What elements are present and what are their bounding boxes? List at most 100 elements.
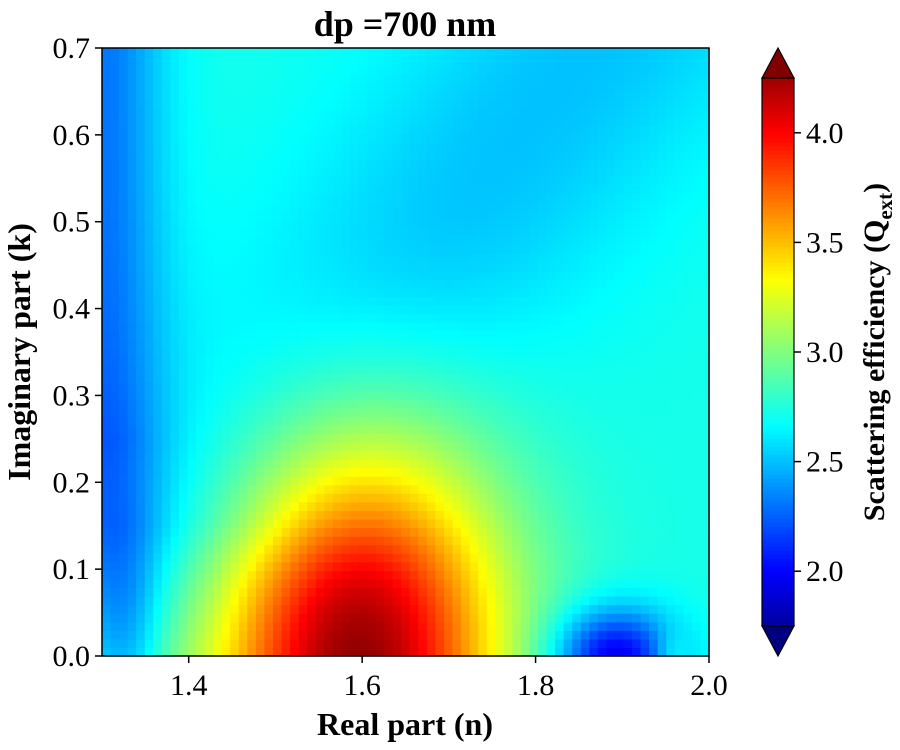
heatmap-cell: [435, 536, 445, 546]
heatmap-cell: [486, 82, 496, 92]
heatmap-cell: [572, 73, 582, 83]
heatmap-cell: [666, 630, 676, 640]
heatmap-cell: [461, 262, 471, 272]
heatmap-cell: [452, 467, 462, 477]
heatmap-cell: [700, 236, 710, 246]
heatmap-cell: [127, 381, 137, 392]
heatmap-cell: [640, 176, 650, 186]
heatmap-cell: [102, 322, 112, 332]
heatmap-cell: [461, 99, 471, 109]
heatmap-cell: [119, 56, 129, 66]
heatmap-cell: [563, 262, 573, 272]
heatmap-cell: [666, 244, 676, 255]
heatmap-cell: [204, 467, 214, 477]
heatmap-cell: [153, 578, 163, 589]
heatmap-cell: [503, 296, 513, 306]
heatmap-cell: [204, 476, 214, 486]
heatmap-cell: [657, 330, 667, 340]
heatmap-cell: [230, 416, 240, 426]
heatmap-cell: [700, 399, 710, 409]
heatmap-cell: [649, 210, 659, 220]
heatmap-cell: [315, 133, 325, 143]
heatmap-cell: [426, 107, 437, 118]
heatmap-cell: [674, 56, 684, 66]
heatmap-cell: [102, 167, 112, 178]
heatmap-cell: [443, 304, 454, 315]
heatmap-cell: [546, 142, 556, 152]
heatmap-cell: [418, 424, 428, 434]
heatmap-cell: [102, 125, 112, 135]
heatmap-cell: [392, 65, 402, 75]
heatmap-cell: [110, 613, 120, 623]
heatmap-cell: [640, 390, 650, 400]
heatmap-cell: [435, 133, 445, 143]
heatmap-cell: [153, 99, 163, 109]
heatmap-cell: [426, 142, 437, 152]
heatmap-cell: [341, 596, 351, 606]
heatmap-cell: [102, 65, 112, 75]
heatmap-cell: [409, 501, 419, 512]
heatmap-cell: [546, 561, 556, 571]
heatmap-cell: [144, 638, 154, 649]
heatmap-cell: [640, 90, 650, 100]
heatmap-cell: [281, 381, 291, 392]
heatmap-cell: [563, 65, 573, 75]
heatmap-cell: [529, 253, 539, 263]
heatmap-cell: [144, 90, 154, 100]
heatmap-cell: [290, 322, 300, 332]
heatmap-cell: [538, 638, 548, 649]
heatmap-cell: [691, 159, 702, 169]
heatmap-cell: [478, 90, 488, 100]
heatmap-cell: [136, 142, 146, 152]
heatmap-cell: [666, 621, 676, 631]
heatmap-cell: [358, 339, 368, 349]
heatmap-cell: [657, 313, 667, 323]
heatmap-cell: [623, 107, 633, 118]
heatmap-cell: [597, 202, 608, 212]
heatmap-cell: [392, 73, 402, 83]
heatmap-cell: [324, 553, 334, 563]
heatmap-cell: [409, 193, 419, 203]
heatmap-cell: [315, 527, 325, 537]
heatmap-cell: [110, 262, 120, 272]
heatmap-cell: [435, 210, 445, 220]
heatmap-cell: [469, 296, 479, 306]
heatmap-cell: [375, 467, 385, 477]
heatmap-cell: [127, 407, 137, 417]
heatmap-cell: [589, 518, 599, 529]
heatmap-cell: [495, 193, 505, 203]
heatmap-cell: [127, 159, 137, 169]
heatmap-cell: [119, 193, 129, 203]
heatmap-cell: [700, 210, 710, 220]
heatmap-cell: [614, 159, 625, 169]
heatmap-cell: [649, 296, 659, 306]
heatmap-cell: [546, 262, 556, 272]
heatmap-cell: [230, 270, 240, 280]
heatmap-cell: [281, 416, 291, 426]
heatmap-cell: [503, 587, 513, 597]
heatmap-cell: [503, 279, 513, 289]
heatmap-cell: [349, 450, 360, 460]
heatmap-cell: [606, 279, 616, 289]
heatmap-cell: [555, 193, 565, 203]
heatmap-cell: [452, 99, 462, 109]
heatmap-cell: [486, 450, 496, 460]
heatmap-cell: [452, 90, 462, 100]
heatmap-cell: [478, 56, 488, 66]
heatmap-cell: [649, 270, 659, 280]
heatmap-cell: [119, 82, 129, 92]
heatmap-cell: [161, 210, 171, 220]
heatmap-cell: [213, 476, 223, 486]
heatmap-cell: [110, 536, 120, 546]
heatmap-cell: [486, 604, 496, 614]
heatmap-cell: [623, 527, 633, 537]
heatmap-cell: [401, 133, 411, 143]
heatmap-cell: [691, 467, 702, 477]
heatmap-cell: [170, 48, 180, 58]
heatmap-cell: [358, 544, 368, 554]
heatmap-cell: [392, 244, 402, 255]
heatmap-cell: [367, 176, 377, 186]
heatmap-cell: [187, 185, 197, 195]
heatmap-cell: [196, 424, 206, 434]
heatmap-cell: [495, 613, 505, 623]
